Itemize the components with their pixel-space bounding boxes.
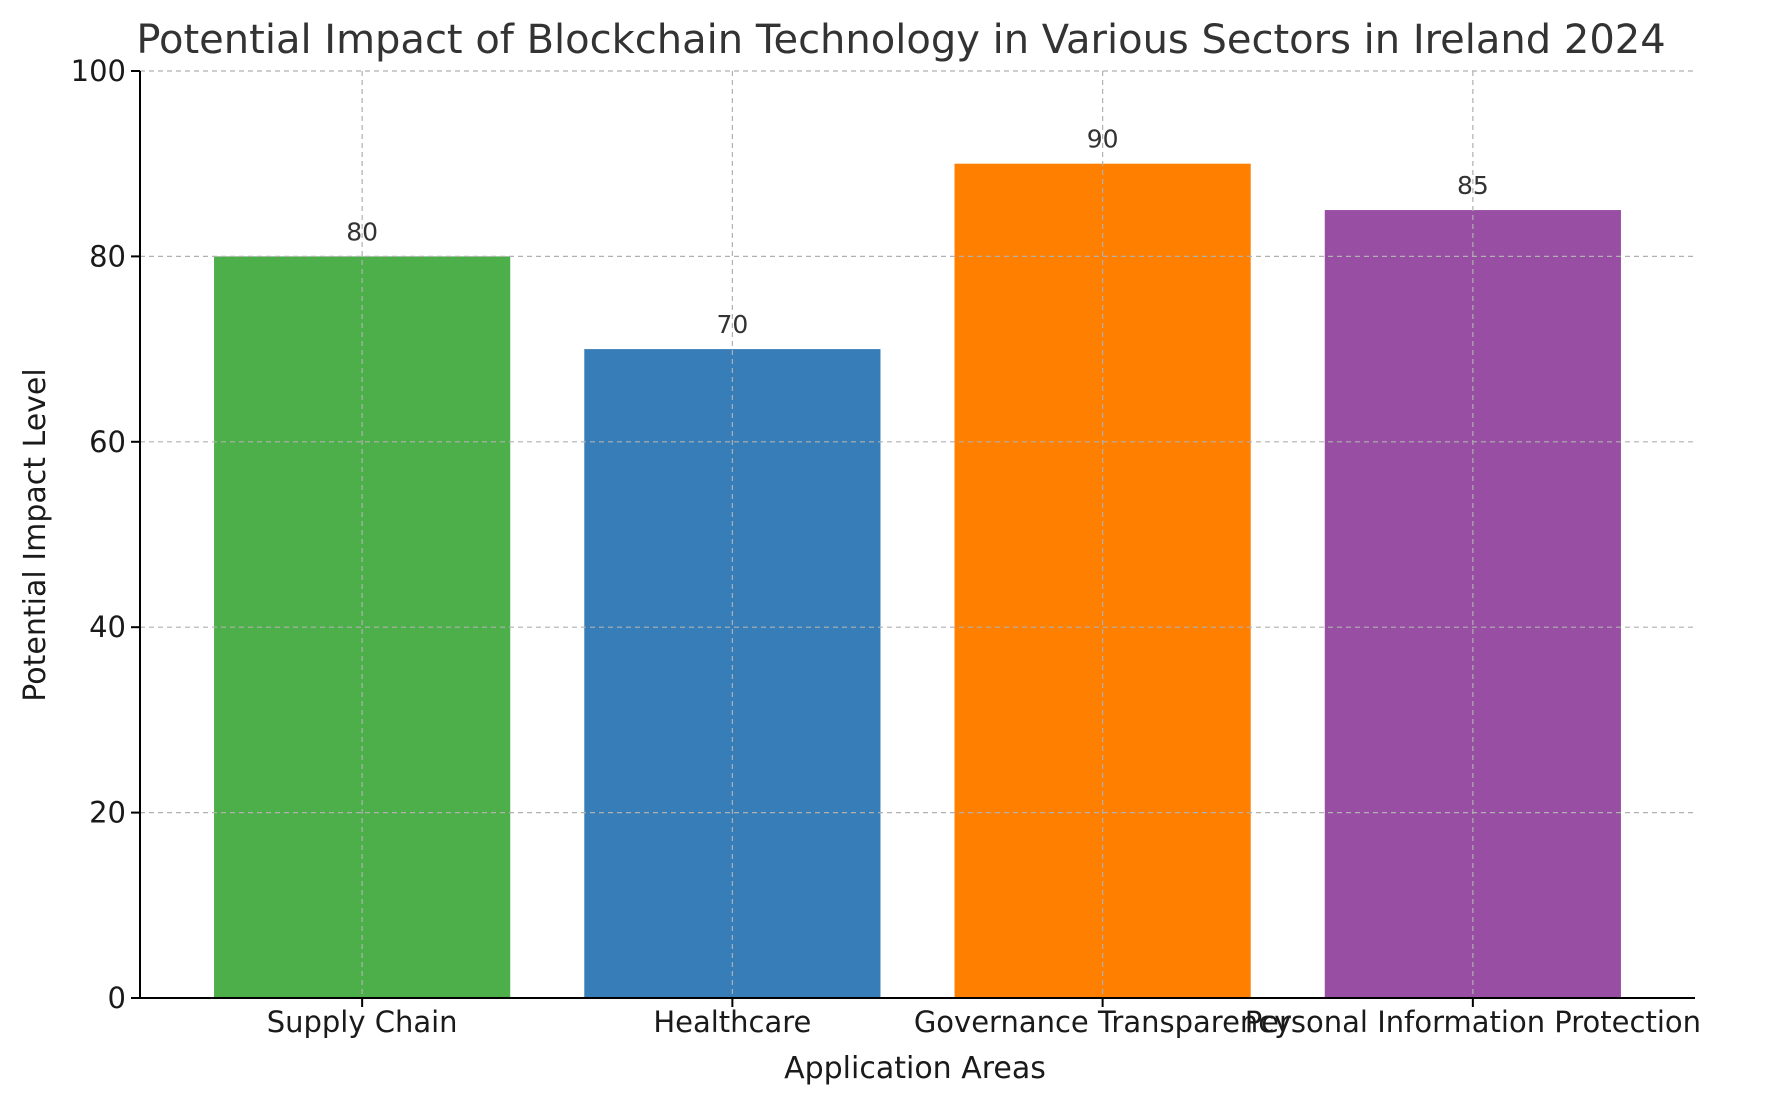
x-tick-label-2: Governance Transparency: [914, 1005, 1292, 1039]
y-tick-label-0: 0: [108, 981, 126, 1015]
data-label-1: 70: [716, 310, 748, 339]
data-label-0: 80: [346, 217, 378, 246]
y-tick-label-4: 80: [89, 239, 126, 273]
x-axis-label: Application Areas: [784, 1051, 1046, 1086]
chart-title: Potential Impact of Blockchain Technolog…: [136, 17, 1665, 63]
x-tick-label-0: Supply Chain: [267, 1005, 458, 1039]
data-label-2: 90: [1087, 125, 1119, 154]
data-label-3: 85: [1457, 171, 1489, 200]
y-tick-label-5: 100: [71, 54, 126, 88]
y-tick-label-2: 40: [89, 610, 126, 644]
x-tick-label-3: Personal Information Protection: [1245, 1005, 1701, 1039]
x-tick-label-1: Healthcare: [653, 1005, 811, 1039]
axes: [131, 70, 1695, 1007]
labels: 0 20 40 60 80 100 Supply Chain 80 Healthcare 70 Go…: [71, 54, 1701, 1039]
bars: [214, 163, 1621, 999]
y-axis-label: Potential Impact Level: [18, 368, 53, 701]
y-tick-label-3: 60: [89, 425, 126, 459]
bar-1: [584, 349, 881, 999]
y-tick-label-1: 20: [89, 796, 126, 830]
